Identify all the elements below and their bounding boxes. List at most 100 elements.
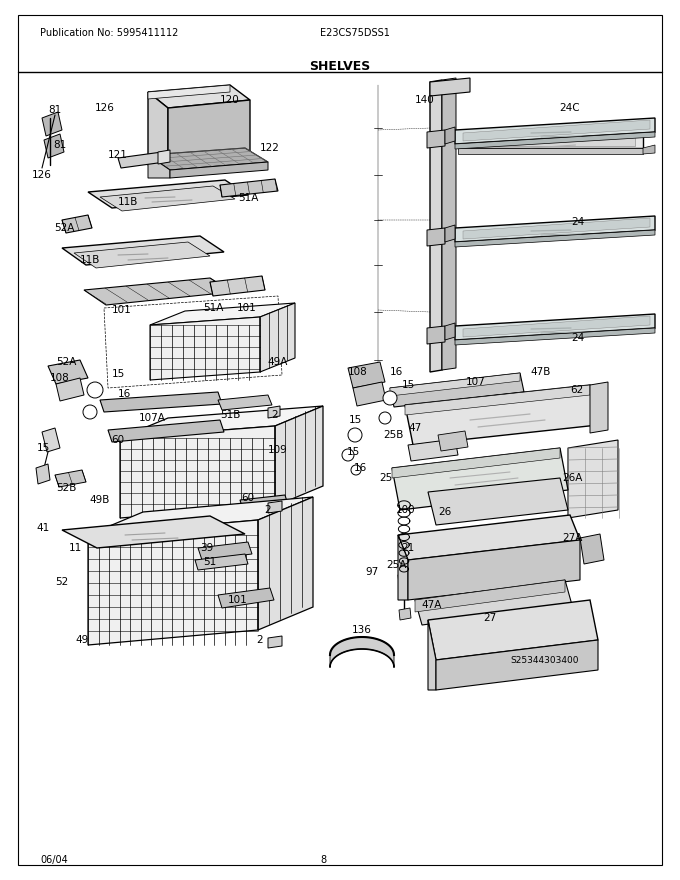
Polygon shape [590,382,608,433]
Polygon shape [353,382,386,406]
Text: 52: 52 [55,577,69,587]
Text: 120: 120 [220,95,240,105]
Polygon shape [148,85,250,108]
Polygon shape [458,130,643,148]
Polygon shape [42,428,60,452]
Polygon shape [436,640,598,690]
Polygon shape [408,540,580,600]
Polygon shape [240,495,288,510]
Polygon shape [390,373,524,407]
Text: 11: 11 [69,543,82,553]
Polygon shape [210,276,265,296]
Polygon shape [275,406,323,506]
Text: 2: 2 [265,505,271,515]
Circle shape [348,428,362,442]
Polygon shape [220,179,278,197]
Text: 101: 101 [237,303,257,313]
Text: 107A: 107A [139,413,165,423]
Text: 8: 8 [320,855,326,865]
Polygon shape [148,155,170,178]
Text: 49A: 49A [268,357,288,367]
Text: 39: 39 [201,543,214,553]
Polygon shape [430,80,442,372]
Text: 11B: 11B [118,197,138,207]
Text: 100: 100 [396,505,415,515]
Polygon shape [268,636,282,648]
Polygon shape [392,448,560,478]
Text: 11B: 11B [80,255,100,265]
Polygon shape [428,600,598,660]
Text: 15: 15 [36,443,50,453]
Polygon shape [148,92,168,165]
Text: 26A: 26A [562,473,582,483]
Polygon shape [148,85,230,99]
Text: 49B: 49B [90,495,110,505]
Text: 108: 108 [348,367,368,377]
Polygon shape [398,573,412,594]
Polygon shape [458,148,643,154]
Polygon shape [62,236,224,265]
Text: 06/04: 06/04 [40,855,68,865]
Polygon shape [463,120,650,141]
Polygon shape [390,373,520,396]
Polygon shape [62,215,92,233]
Polygon shape [428,478,568,525]
Polygon shape [258,497,313,630]
Polygon shape [84,278,232,305]
Polygon shape [568,440,618,518]
Polygon shape [455,328,655,345]
Text: 122: 122 [260,143,280,153]
Text: 27A: 27A [562,533,582,543]
Polygon shape [268,406,280,418]
Text: 126: 126 [95,103,115,113]
Text: Publication No: 5995411112: Publication No: 5995411112 [40,28,178,38]
Polygon shape [120,426,275,518]
Text: 81: 81 [53,140,67,150]
Polygon shape [415,580,572,625]
Polygon shape [55,470,86,487]
Polygon shape [415,580,565,612]
Polygon shape [44,134,64,158]
Text: 2: 2 [256,635,263,645]
Text: S25344303400: S25344303400 [510,656,579,665]
Text: 52A: 52A [56,357,76,367]
Polygon shape [445,323,455,340]
Text: 26: 26 [439,507,452,517]
Text: 107: 107 [466,377,486,387]
Polygon shape [643,145,655,154]
Polygon shape [36,464,50,484]
Polygon shape [330,637,394,667]
Polygon shape [88,180,248,208]
Text: 51A: 51A [203,303,223,313]
Circle shape [87,382,103,398]
Polygon shape [48,360,88,384]
Polygon shape [150,303,295,325]
Text: 25B: 25B [383,430,403,440]
Polygon shape [427,130,445,148]
Text: 136: 136 [352,625,372,635]
Polygon shape [62,516,245,548]
Text: E23CS75DSS1: E23CS75DSS1 [320,28,390,38]
Polygon shape [463,316,650,337]
Polygon shape [427,228,445,246]
Polygon shape [170,162,268,178]
Polygon shape [56,378,84,401]
Circle shape [351,465,361,475]
Text: 25: 25 [379,473,392,483]
Polygon shape [430,78,470,96]
Polygon shape [268,501,282,513]
Polygon shape [148,148,268,170]
Polygon shape [428,620,436,690]
Polygon shape [150,317,260,380]
Polygon shape [348,362,385,388]
Polygon shape [398,535,408,600]
Text: 16: 16 [354,463,367,473]
Polygon shape [427,326,445,344]
Text: 21: 21 [401,543,415,553]
Polygon shape [463,218,650,239]
Polygon shape [218,588,274,608]
Text: SHELVES: SHELVES [309,60,371,73]
Text: 52A: 52A [54,223,74,233]
Circle shape [342,449,354,461]
Text: 47: 47 [409,423,422,433]
